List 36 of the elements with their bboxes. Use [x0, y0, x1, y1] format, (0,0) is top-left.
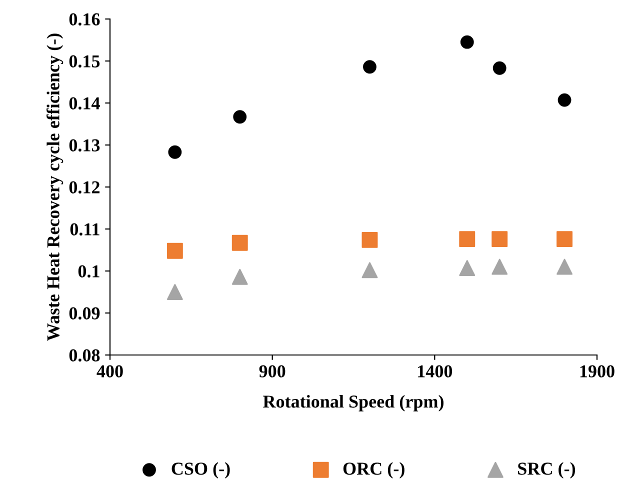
point	[232, 234, 248, 251]
point	[168, 145, 182, 159]
y-axis-title: Waste Heat Recovery cycle efficiency (-)	[46, 34, 64, 341]
x-tick-label: 900	[259, 365, 286, 378]
legend-label: CSO (-)	[172, 462, 230, 478]
x-axis-title: Rotational Speed (rpm)	[263, 394, 444, 412]
legend-label: SRC (-)	[518, 462, 576, 478]
point	[362, 262, 378, 278]
point	[492, 231, 508, 248]
point	[166, 242, 183, 259]
point	[556, 258, 573, 275]
point	[459, 260, 476, 276]
x-tick-label: 1900	[580, 365, 614, 378]
y-tick-label: 0.09	[69, 307, 100, 320]
y-tick-label: 0.1	[78, 265, 100, 278]
x-tick-label: 400	[96, 365, 123, 378]
y-tick-label: 0.12	[69, 181, 100, 194]
y-tick-label: 0.11	[70, 223, 100, 236]
y-tick-label: 0.13	[69, 139, 100, 152]
point	[492, 258, 508, 275]
point	[459, 231, 476, 248]
y-tick-label: 0.14	[69, 97, 100, 110]
point	[363, 60, 376, 74]
point	[232, 268, 248, 285]
y-tick-label: 0.16	[69, 13, 100, 26]
y-tick-label: 0.08	[69, 349, 100, 362]
point	[166, 284, 183, 300]
point	[492, 61, 506, 75]
point	[556, 231, 573, 248]
point	[460, 35, 474, 49]
x-tick-label: 1400	[418, 365, 452, 378]
point	[362, 232, 378, 248]
point	[233, 110, 247, 124]
point	[558, 93, 572, 107]
y-tick-label: 0.15	[69, 55, 100, 68]
legend-label: ORC (-)	[343, 462, 404, 478]
